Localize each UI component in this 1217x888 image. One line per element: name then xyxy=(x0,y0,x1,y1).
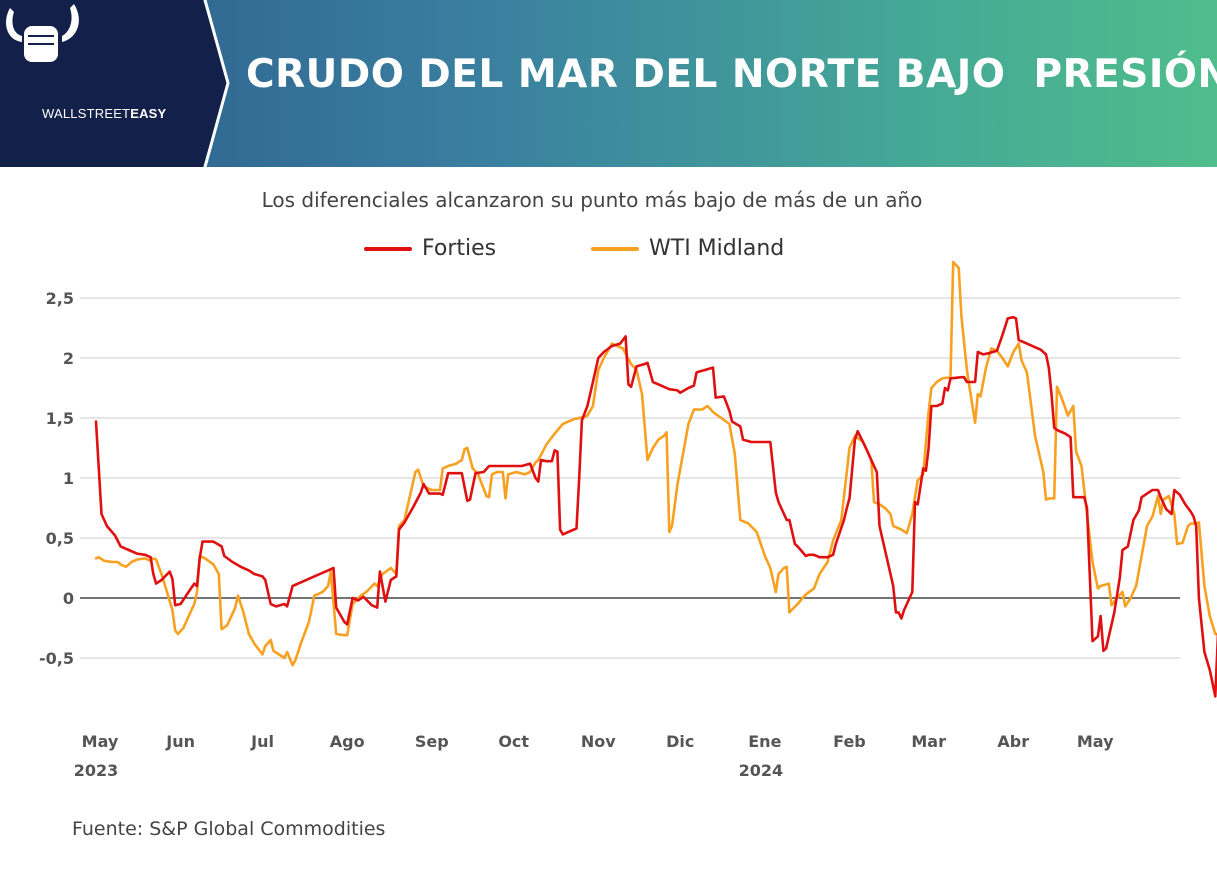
page-title: CRUDO DEL MAR DEL NORTE BAJO PRESIÓN xyxy=(246,52,1217,97)
bull-fist-icon xyxy=(6,4,79,62)
x-tick-label: Abr xyxy=(997,732,1029,751)
legend-swatch-wti-midland xyxy=(591,246,639,251)
y-tick-label: -0,5 xyxy=(39,649,74,668)
y-tick-label: 0 xyxy=(63,589,74,608)
x-tick-label: Ene xyxy=(748,732,781,751)
legend-label-wti-midland: WTI Midland xyxy=(649,236,785,261)
legend-item-wti-midland: WTI Midland xyxy=(591,236,784,261)
y-tick-label: 2,5 xyxy=(46,289,74,308)
x-tick-year-label: 2024 xyxy=(739,761,784,780)
logo-panel: WALLSTREETEASY xyxy=(0,0,230,167)
source-note: Fuente: S&P Global Commodities xyxy=(72,818,386,840)
legend-label-forties: Forties xyxy=(422,236,497,261)
x-tick-label: Ago xyxy=(330,732,365,751)
chart-legend: Forties WTI Midland xyxy=(0,236,1217,266)
brand-suffix: EASY xyxy=(130,106,167,121)
x-tick-year-label: 2023 xyxy=(74,761,119,780)
y-tick-label: 1 xyxy=(63,469,74,488)
x-tick-label: Mar xyxy=(911,732,946,751)
x-tick-label: Oct xyxy=(498,732,529,751)
y-tick-label: 2 xyxy=(63,349,74,368)
legend-item-forties: Forties xyxy=(364,236,496,261)
legend-swatch-forties xyxy=(364,246,412,251)
y-tick-label: 1,5 xyxy=(46,409,74,428)
brand-prefix: WALLSTREET xyxy=(42,106,131,121)
series-line-wti-midland xyxy=(94,260,1217,667)
brand-name: WALLSTREETEASY xyxy=(42,106,166,121)
x-tick-label: Nov xyxy=(581,732,616,751)
y-tick-label: 0,5 xyxy=(46,529,74,548)
x-tick-label: Dic xyxy=(666,732,694,751)
x-tick-label: Sep xyxy=(415,732,449,751)
header-banner: WALLSTREETEASY CRUDO DEL MAR DEL NORTE B… xyxy=(0,0,1217,167)
x-tick-label: Jul xyxy=(250,732,274,751)
x-tick-label: Feb xyxy=(833,732,866,751)
x-tick-label: May xyxy=(1077,732,1114,751)
x-tick-label: May xyxy=(82,732,119,751)
chart-subtitle: Los diferenciales alcanzaron su punto má… xyxy=(261,188,923,212)
x-tick-label: Jun xyxy=(165,732,195,751)
series-line-forties xyxy=(94,315,1217,698)
